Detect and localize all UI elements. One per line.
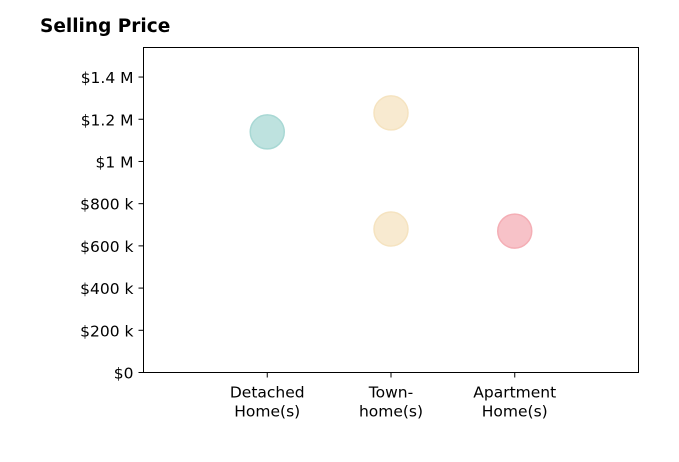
y-tick-label: $800 k xyxy=(80,196,133,214)
y-axis: $0 $200 k $400 k $600 k $800 k $1 M $1.2 M $1.4… xyxy=(80,69,144,383)
x-tick-label-line: Home(s) xyxy=(234,403,300,421)
y-tick-label: $600 k xyxy=(80,238,133,256)
y-tick-label: $1 M xyxy=(95,153,133,171)
x-tick-label-line: home(s) xyxy=(359,403,423,421)
data-point xyxy=(373,211,409,247)
data-point xyxy=(249,114,285,150)
y-tick-label: $1.4 M xyxy=(81,69,134,87)
x-axis: Detached Home(s)Town-home(s)Apartment Home… xyxy=(230,372,556,421)
x-tick-label-line: Apartment xyxy=(473,384,556,402)
data-point xyxy=(373,95,409,131)
data-point xyxy=(497,213,533,249)
chart-title: Selling Price xyxy=(40,16,171,37)
x-tick-label-line: Home(s) xyxy=(482,403,548,421)
y-tick-label: $0 xyxy=(114,365,134,383)
x-tick-label-line: Detached xyxy=(230,384,305,402)
y-tick-label: $1.2 M xyxy=(81,111,134,129)
x-tick-label: Apartment Home(s) xyxy=(473,384,556,421)
data-points xyxy=(249,95,533,249)
x-tick-label: Detached Home(s) xyxy=(230,384,305,421)
x-tick-label-line: Town- xyxy=(368,384,413,402)
y-tick-label: $200 k xyxy=(80,322,133,340)
x-tick-label: Town-home(s) xyxy=(359,384,423,421)
y-tick-label: $400 k xyxy=(80,280,133,298)
